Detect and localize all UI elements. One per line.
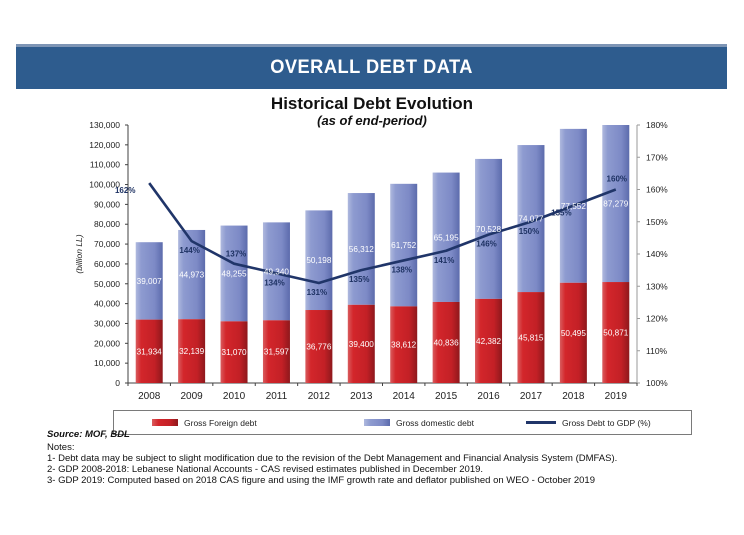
legend-item-foreign-debt: Gross Foreign debt <box>152 411 257 434</box>
svg-text:40,836: 40,836 <box>434 338 459 347</box>
svg-text:50,495: 50,495 <box>561 329 586 338</box>
chart-area: 0 10,000 20,000 30,000 40,000 50,000 60,000 70,… <box>40 108 704 410</box>
svg-text:2009: 2009 <box>181 391 204 402</box>
svg-text:141%: 141% <box>434 256 454 265</box>
svg-text:100,000: 100,000 <box>89 180 120 190</box>
svg-text:31,934: 31,934 <box>137 347 162 356</box>
svg-text:2014: 2014 <box>393 391 416 402</box>
svg-text:60,000: 60,000 <box>94 259 120 269</box>
legend-label-foreign-debt: Gross Foreign debt <box>184 417 257 428</box>
svg-text:70,000: 70,000 <box>94 239 120 249</box>
svg-text:160%: 160% <box>607 175 627 184</box>
svg-text:134%: 134% <box>264 278 284 287</box>
svg-text:42,382: 42,382 <box>476 337 501 346</box>
svg-text:162%: 162% <box>115 186 135 195</box>
svg-text:31,070: 31,070 <box>222 348 247 357</box>
section-banner-title: OVERALL DEBT DATA <box>270 57 473 78</box>
svg-text:150%: 150% <box>519 227 539 236</box>
svg-text:138%: 138% <box>391 265 411 274</box>
svg-text:2015: 2015 <box>435 391 458 402</box>
svg-text:50,000: 50,000 <box>94 279 120 289</box>
svg-text:2016: 2016 <box>477 391 500 402</box>
svg-text:100%: 100% <box>646 378 668 388</box>
svg-text:32,139: 32,139 <box>179 347 204 356</box>
svg-text:20,000: 20,000 <box>94 338 120 348</box>
svg-text:70,528: 70,528 <box>476 225 501 234</box>
svg-text:150%: 150% <box>646 217 668 227</box>
svg-text:170%: 170% <box>646 152 668 162</box>
svg-text:130,000: 130,000 <box>89 120 120 130</box>
svg-text:38,612: 38,612 <box>391 341 416 350</box>
svg-text:2012: 2012 <box>308 391 331 402</box>
svg-text:80,000: 80,000 <box>94 219 120 229</box>
svg-text:39,400: 39,400 <box>349 340 374 349</box>
svg-text:65,195: 65,195 <box>434 233 459 242</box>
domestic-debt-swatch-icon <box>364 419 390 426</box>
svg-text:2013: 2013 <box>350 391 373 402</box>
section-banner: OVERALL DEBT DATA <box>16 44 727 89</box>
svg-text:49,340: 49,340 <box>264 267 289 276</box>
svg-text:2017: 2017 <box>520 391 543 402</box>
svg-text:2011: 2011 <box>266 391 288 402</box>
note-1: 1- Debt data may be subject to slight mo… <box>47 453 618 464</box>
svg-text:131%: 131% <box>307 288 327 297</box>
svg-text:61,752: 61,752 <box>391 241 416 250</box>
svg-text:135%: 135% <box>349 275 369 284</box>
svg-text:2019: 2019 <box>605 391 628 402</box>
svg-text:120,000: 120,000 <box>89 140 120 150</box>
svg-text:137%: 137% <box>226 250 246 259</box>
svg-text:2018: 2018 <box>562 391 585 402</box>
svg-text:146%: 146% <box>476 240 496 249</box>
note-3: 3- GDP 2019: Computed based on 2018 CAS … <box>47 475 595 486</box>
svg-text:155%: 155% <box>551 209 571 218</box>
svg-text:144%: 144% <box>179 246 199 255</box>
svg-text:48,255: 48,255 <box>222 269 247 278</box>
notes-label: Notes: <box>47 442 75 453</box>
svg-text:(billion LL): (billion LL) <box>74 234 84 273</box>
svg-text:180%: 180% <box>646 120 668 130</box>
svg-text:2010: 2010 <box>223 391 246 402</box>
svg-text:140%: 140% <box>646 249 668 259</box>
legend-item-debt-to-gdp: Gross Debt to GDP (%) <box>526 411 651 434</box>
svg-text:10,000: 10,000 <box>94 358 120 368</box>
debt-to-gdp-line-swatch-icon <box>526 421 556 424</box>
svg-text:50,198: 50,198 <box>306 256 331 265</box>
svg-text:110,000: 110,000 <box>90 160 120 170</box>
svg-text:87,279: 87,279 <box>603 200 628 209</box>
legend-label-debt-to-gdp: Gross Debt to GDP (%) <box>562 417 651 428</box>
svg-text:120%: 120% <box>646 314 668 324</box>
svg-text:74,077: 74,077 <box>518 215 543 224</box>
svg-text:36,776: 36,776 <box>306 343 331 352</box>
chart-legend: Gross Foreign debt Gross domestic debt G… <box>113 410 692 435</box>
svg-text:44,973: 44,973 <box>179 271 204 280</box>
svg-text:110%: 110% <box>646 346 668 356</box>
svg-text:45,815: 45,815 <box>518 334 543 343</box>
svg-text:31,597: 31,597 <box>264 348 289 357</box>
svg-text:56,312: 56,312 <box>349 245 374 254</box>
foreign-debt-swatch-icon <box>152 419 178 426</box>
svg-text:40,000: 40,000 <box>94 299 120 309</box>
legend-label-domestic-debt: Gross domestic debt <box>396 417 474 428</box>
source-text: Source: MOF, BDL <box>47 429 130 440</box>
chart-subtitle: (as of end-period) <box>317 113 427 128</box>
svg-text:130%: 130% <box>646 281 668 291</box>
svg-text:0: 0 <box>115 378 120 388</box>
svg-text:2008: 2008 <box>138 391 161 402</box>
chart-title: Historical Debt Evolution <box>270 94 474 113</box>
svg-text:50,871: 50,871 <box>603 329 628 338</box>
debt-evolution-chart: 0 10,000 20,000 30,000 40,000 50,000 60,000 70,… <box>74 120 668 402</box>
legend-item-domestic-debt: Gross domestic debt <box>364 411 474 434</box>
svg-text:90,000: 90,000 <box>94 199 120 209</box>
svg-text:160%: 160% <box>646 185 668 195</box>
svg-text:77,552: 77,552 <box>561 202 586 211</box>
svg-text:30,000: 30,000 <box>94 318 120 328</box>
note-2: 2- GDP 2008-2018: Lebanese National Acco… <box>47 464 484 475</box>
svg-text:39,007: 39,007 <box>137 277 162 286</box>
